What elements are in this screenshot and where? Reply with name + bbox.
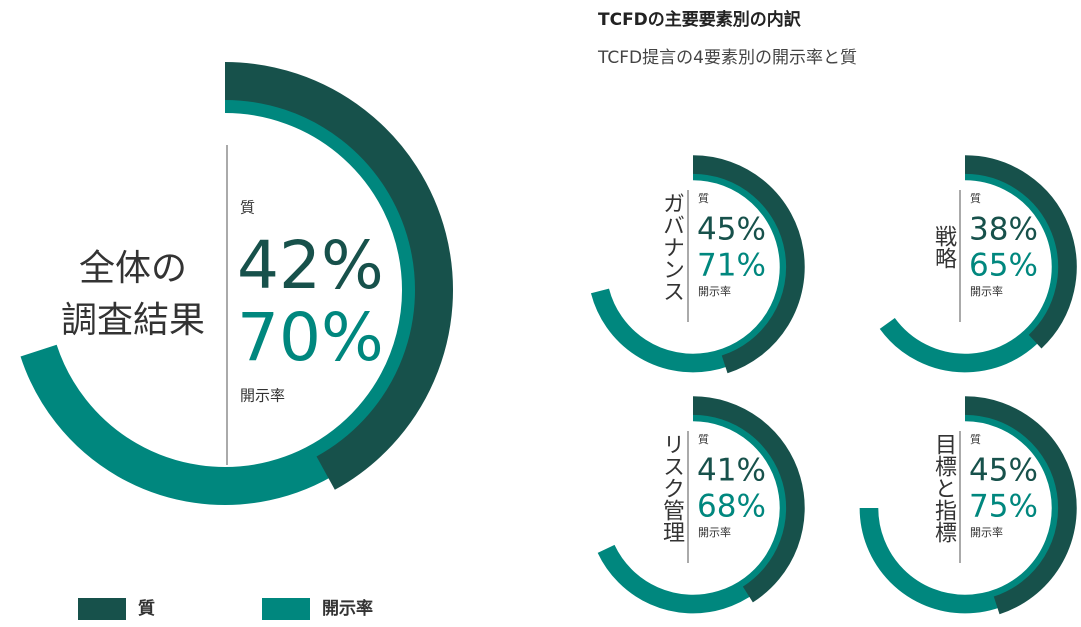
series-name: 質 <box>698 432 709 446</box>
series-name: 開示率 <box>970 284 1003 298</box>
disclosure-value: 75% <box>969 489 1038 525</box>
gauge-title: 戦略 <box>931 225 957 269</box>
series-name: 開示率 <box>970 525 1003 539</box>
series-name: 開示率 <box>698 284 731 298</box>
header-subtitle: TCFD提言の4要素別の開示率と質 <box>597 48 857 68</box>
disclosure-value: 65% <box>969 248 1038 284</box>
quality-value: 45% <box>969 453 1038 489</box>
legend-label: 開示率 <box>322 598 373 619</box>
series-name: 質 <box>970 432 981 446</box>
gauge-arc <box>964 396 1077 615</box>
gauge-title: 全体の <box>79 248 187 289</box>
header-title: TCFDの主要要素別の内訳 <box>598 9 802 30</box>
series-name: 開示率 <box>698 525 731 539</box>
gauge-title: 調査結果 <box>61 300 205 341</box>
quality-value: 38% <box>969 212 1038 248</box>
disclosure-value: 70% <box>237 299 384 376</box>
gauge-arc <box>224 62 453 490</box>
quality-value: 42% <box>237 227 384 304</box>
quality-value: 41% <box>697 453 766 489</box>
series-name: 質 <box>240 199 255 217</box>
gauge-title: リスク管理 <box>659 433 685 543</box>
gauge-title: 目標と指標 <box>931 433 957 543</box>
legend-label: 質 <box>138 598 155 619</box>
gauge-arc <box>692 155 805 374</box>
quality-value: 45% <box>697 212 766 248</box>
series-name: 質 <box>970 191 981 205</box>
gauge-arc <box>692 396 805 603</box>
disclosure-value: 71% <box>697 248 766 284</box>
legend-swatch <box>78 598 126 620</box>
legend-swatch <box>262 598 310 620</box>
disclosure-value: 68% <box>697 489 766 525</box>
series-name: 開示率 <box>240 387 285 405</box>
gauge-title: ガバナンス <box>659 192 684 302</box>
series-name: 質 <box>698 191 709 205</box>
gauge-arc <box>964 155 1077 349</box>
